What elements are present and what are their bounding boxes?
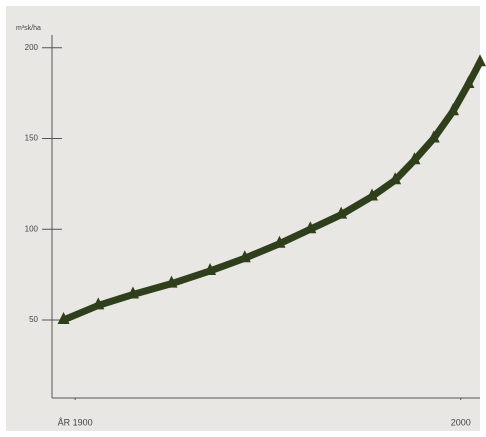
y-axis-label: m³sk/ha (16, 25, 41, 32)
tree (366, 188, 379, 201)
tree (462, 76, 475, 89)
tree (238, 250, 251, 263)
y-tick-label: 50 (29, 315, 38, 324)
y-tick-label: 100 (25, 224, 39, 233)
tree-line (60, 58, 484, 324)
tree (408, 152, 421, 165)
tree (204, 262, 217, 275)
tree (389, 172, 402, 185)
background (6, 6, 480, 431)
tree (304, 221, 317, 234)
tree (273, 235, 286, 248)
tree (447, 103, 460, 116)
tree (92, 297, 105, 310)
y-tick-label: 200 (25, 43, 39, 52)
tree (474, 54, 486, 67)
tree (165, 275, 178, 288)
tree (427, 130, 440, 143)
tree (126, 286, 139, 299)
x-tick-label: ÅR 1900 (58, 417, 93, 427)
tree (335, 206, 348, 219)
tree (57, 311, 70, 324)
y-tick-label: 150 (25, 134, 39, 143)
x-tick-label: 2000 (451, 417, 471, 427)
